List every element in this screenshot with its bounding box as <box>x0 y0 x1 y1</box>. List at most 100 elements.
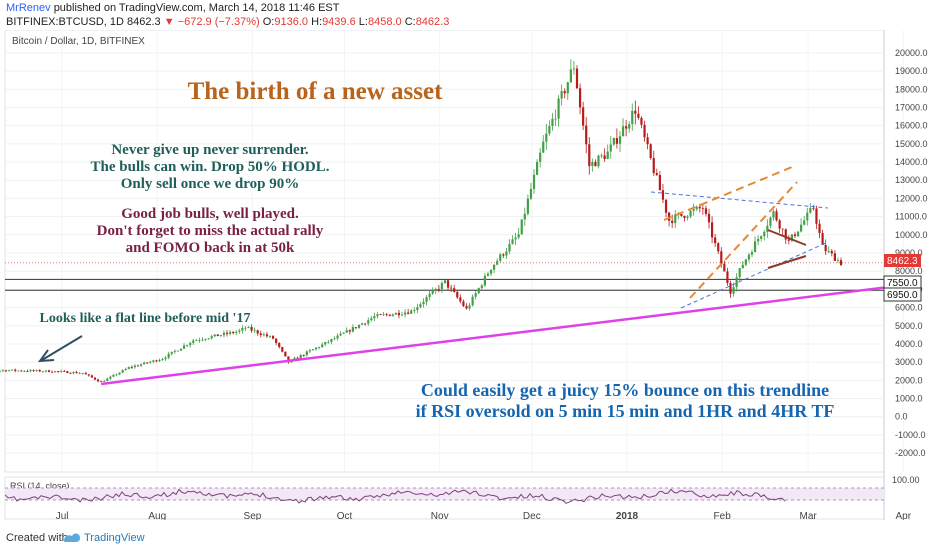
candle-body <box>517 234 520 238</box>
candle-body <box>179 348 183 351</box>
candle-body <box>124 368 127 371</box>
candle-body <box>664 199 668 213</box>
svg-text:7550.0: 7550.0 <box>887 278 918 289</box>
candle-body <box>591 161 594 167</box>
open-value: 9136.0 <box>274 16 308 28</box>
y-tick-label: 3000.0 <box>895 357 923 367</box>
candle-body <box>305 351 308 356</box>
close-value: 8462.3 <box>415 16 450 28</box>
candle-body <box>112 374 115 377</box>
candle-body <box>182 345 186 349</box>
candle-body <box>139 364 143 366</box>
candle-body <box>373 316 376 319</box>
candle-body <box>293 357 296 360</box>
candle-body <box>668 212 671 221</box>
candle-body <box>578 88 582 108</box>
candle-body <box>87 374 90 376</box>
candle-body <box>265 334 269 337</box>
symbol-label: BITFINEX:BTCUSD, 1D <box>6 16 124 28</box>
candle-body <box>311 349 315 351</box>
bulls-line-1: Good job bulls, well played. <box>121 206 299 222</box>
candle-body <box>210 336 213 339</box>
close-label: C: <box>404 16 416 28</box>
candle-body <box>535 161 539 175</box>
x-tick-label: Apr <box>895 511 911 520</box>
tradingview-logo-icon <box>64 533 80 542</box>
candle-body <box>750 252 754 255</box>
candle-body <box>66 371 69 374</box>
chart-title: Bitcoin / Dollar, 1D, BITFINEX <box>12 36 145 47</box>
candle-body <box>394 312 397 315</box>
candle-body <box>238 330 241 332</box>
candle-body <box>216 334 219 337</box>
orange-channel-upper <box>663 166 793 221</box>
price-chart[interactable]: -2000.0 -1000.0 0.0 1000.0 2000.0 3000.0 4000.… <box>0 29 932 522</box>
candle-body <box>523 213 526 220</box>
y-tick-label: 17000.0 <box>895 102 928 112</box>
candle-body <box>646 137 649 145</box>
svg-text:8462.3: 8462.3 <box>887 256 918 267</box>
candle-body <box>563 91 566 94</box>
candle-body <box>38 370 41 372</box>
tradingview-brand[interactable]: TradingView <box>84 532 145 544</box>
x-tick-label: Dec <box>523 511 541 520</box>
candle-body <box>493 264 496 270</box>
candle-body <box>824 245 827 252</box>
candle-body <box>241 327 244 331</box>
author-link[interactable]: MrRenev <box>6 2 51 14</box>
candle-body <box>225 332 229 334</box>
candle-body <box>397 312 401 316</box>
candle-body <box>213 334 216 337</box>
candle-body <box>69 373 72 374</box>
last-price: 8462.3 <box>127 16 161 28</box>
y-tick-label: 16000.0 <box>895 121 928 131</box>
candle-body <box>400 314 404 316</box>
candle-body <box>385 314 388 316</box>
candle-body <box>32 370 35 371</box>
bounce-line-2: if RSI oversold on 5 min 15 min and 1HR … <box>416 401 835 421</box>
candle-body <box>526 198 529 214</box>
candle-body <box>818 223 821 234</box>
blue-upper-line <box>650 191 829 209</box>
orange-channel-lower <box>689 181 798 299</box>
candle-body <box>262 334 265 336</box>
candle-body <box>60 371 63 372</box>
candle-body <box>480 285 483 289</box>
blue-lower-line <box>680 241 829 309</box>
candle-body <box>96 379 100 382</box>
candle-body <box>649 144 652 159</box>
candle-body <box>839 260 843 266</box>
x-tick-label: Oct <box>337 511 353 520</box>
candle-body <box>683 215 686 218</box>
candle-body <box>809 208 812 213</box>
candle-body <box>327 341 330 343</box>
candle-body <box>130 367 133 368</box>
candle-body <box>532 174 536 190</box>
candle-body <box>379 314 382 316</box>
candle-body <box>324 341 327 345</box>
candle-body <box>698 206 701 209</box>
down-arrow-icon: ▼ <box>163 16 175 28</box>
candle-body <box>459 297 462 302</box>
y-tick-label: 1000.0 <box>895 394 923 404</box>
candle-body <box>707 213 711 223</box>
candle-body <box>152 360 155 362</box>
candle-body <box>136 365 140 367</box>
candle-body <box>545 133 548 142</box>
candle-body <box>486 273 490 276</box>
candle-body <box>766 225 769 232</box>
candle-body <box>161 359 164 361</box>
chart-pane[interactable]: -2000.0 -1000.0 0.0 1000.0 2000.0 3000.0 4000.… <box>0 29 932 522</box>
candle-body <box>615 138 619 144</box>
candle-body <box>612 138 615 145</box>
y-tick-label: 4000.0 <box>895 339 923 349</box>
candle-body <box>575 68 579 89</box>
candle-body <box>582 107 585 126</box>
grid-lines <box>5 30 904 472</box>
candle-body <box>529 189 533 199</box>
x-axis: Jul Aug Sep Oct Nov Dec 2018 Feb Mar Apr <box>56 511 912 522</box>
candle-body <box>769 217 772 226</box>
candle-body <box>81 373 84 374</box>
candle-body <box>790 234 793 241</box>
candle-body <box>287 356 290 363</box>
